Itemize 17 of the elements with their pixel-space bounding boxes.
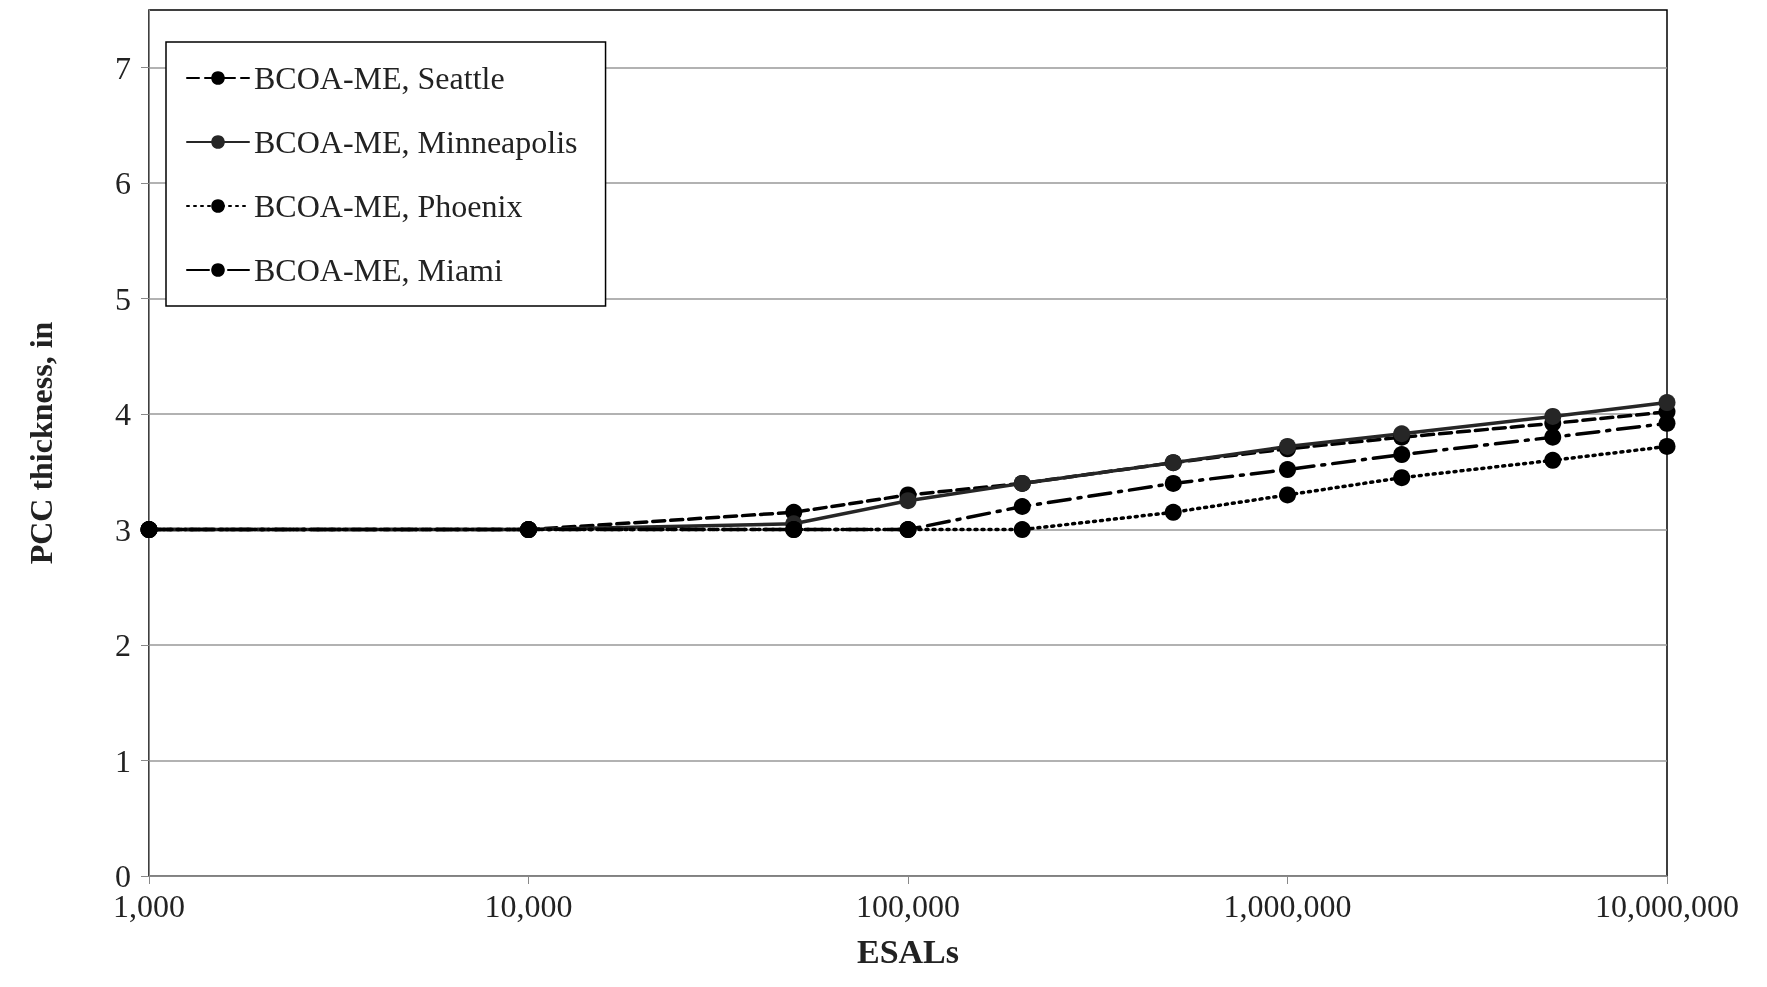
x-axis-title: ESALs — [856, 932, 960, 970]
x-tick-label: 1,000,000 — [1223, 888, 1352, 924]
legend-label: BCOA-ME, Miami — [254, 252, 503, 288]
y-tick-label: 6 — [115, 165, 131, 202]
y-tick-label: 1 — [115, 742, 131, 779]
y-tick-label: 3 — [115, 511, 131, 548]
legend-label: BCOA-ME, Phoenix — [254, 188, 523, 224]
x-tick-label: 10,000,000 — [1595, 888, 1739, 924]
y-tick-label: 7 — [115, 49, 131, 86]
y-tick-label: 5 — [115, 280, 131, 317]
y-tick-label: 2 — [115, 627, 131, 664]
x-tick-label: 10,000 — [484, 888, 573, 924]
y-tick-label: 4 — [115, 396, 131, 433]
y-axis-title: PCC thickness, in — [23, 321, 59, 565]
legend-label: BCOA-ME, Minneapolis — [254, 124, 578, 160]
x-tick-label: 100,000 — [856, 888, 960, 924]
legend-label: BCOA-ME, Seattle — [254, 60, 505, 96]
